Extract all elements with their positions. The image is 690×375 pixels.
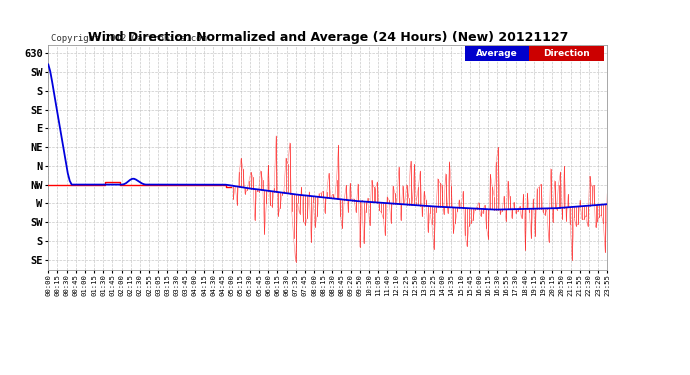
- Title: Wind Direction Normalized and Average (24 Hours) (New) 20121127: Wind Direction Normalized and Average (2…: [88, 31, 568, 44]
- Bar: [529, 46, 604, 61]
- Bar: [464, 46, 529, 61]
- Text: Average: Average: [476, 49, 518, 58]
- Text: Copyright 2012 Cartronics.com: Copyright 2012 Cartronics.com: [51, 34, 207, 43]
- Text: Direction: Direction: [543, 49, 590, 58]
